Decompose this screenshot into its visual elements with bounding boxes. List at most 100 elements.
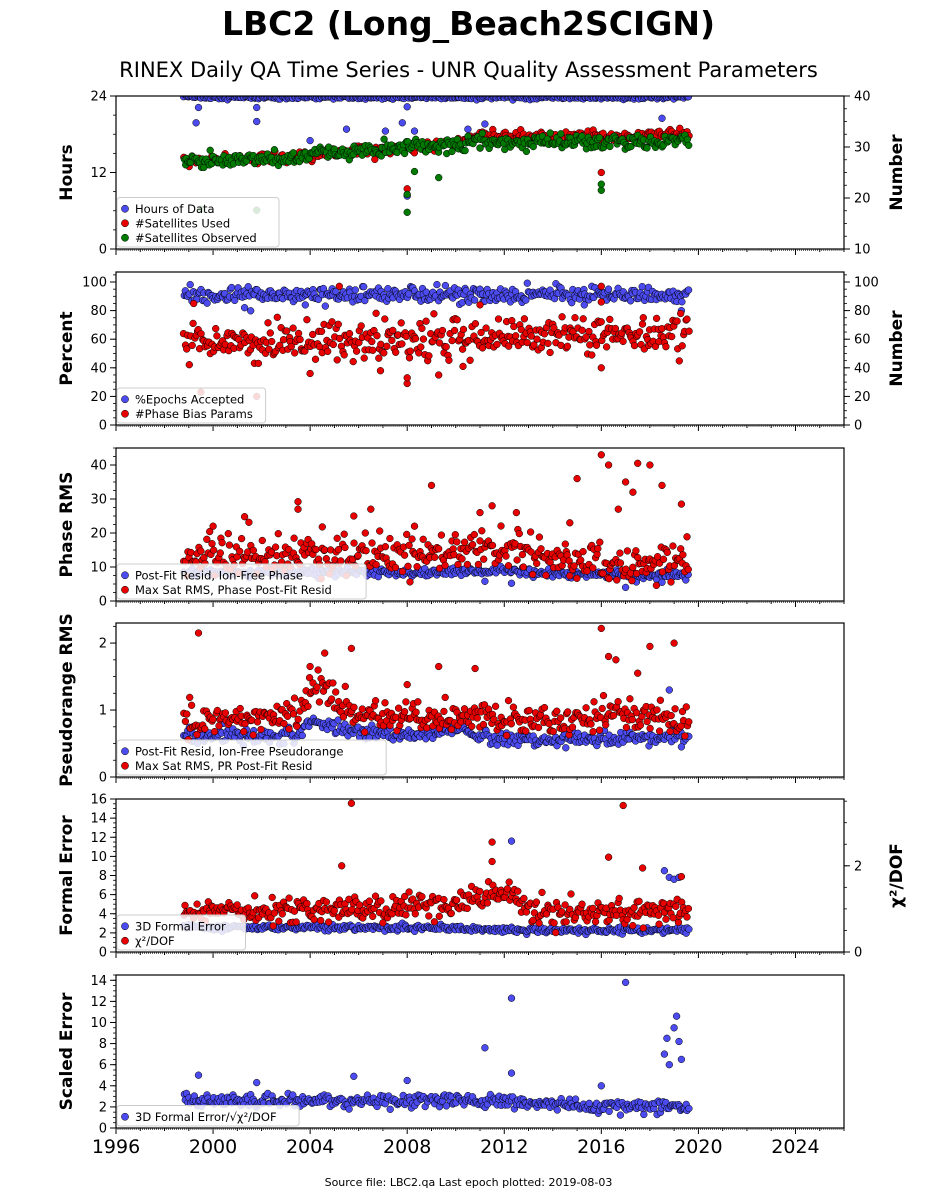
y-axis-label: Percent <box>57 311 77 385</box>
outlier-point <box>604 652 613 661</box>
data-point <box>643 717 651 726</box>
legend-box <box>116 387 267 424</box>
data-point <box>561 540 569 548</box>
legend-label: Hours of Data <box>135 202 215 216</box>
data-point <box>240 727 248 736</box>
outlier-point <box>403 190 411 199</box>
outlier-point <box>240 513 249 521</box>
data-point <box>683 315 691 323</box>
data-point <box>406 578 414 586</box>
data-point <box>425 352 433 360</box>
data-point <box>257 725 265 734</box>
data-point <box>442 343 450 351</box>
data-point <box>438 326 447 335</box>
data-point <box>493 741 501 749</box>
legend-box <box>116 197 280 248</box>
data-point <box>482 324 490 332</box>
data-point <box>656 696 665 704</box>
data-point <box>254 359 263 368</box>
data-point <box>679 551 687 559</box>
data-point <box>315 698 324 706</box>
data-point <box>630 341 639 350</box>
data-point <box>613 576 621 584</box>
data-point <box>652 581 661 590</box>
data-point <box>466 356 474 364</box>
data-point <box>419 335 428 343</box>
data-point <box>405 290 413 298</box>
data-point <box>227 283 236 292</box>
outlier-point <box>342 125 351 133</box>
data-point <box>678 298 686 306</box>
data-point <box>404 562 412 570</box>
outlier-point <box>476 144 484 152</box>
outlier-point <box>435 371 443 379</box>
data-point <box>646 724 654 733</box>
data-point <box>471 320 480 328</box>
data-point <box>335 334 344 343</box>
data-point <box>216 549 224 557</box>
data-point <box>628 577 636 585</box>
data-point <box>289 149 297 157</box>
data-point <box>274 530 282 538</box>
data-point <box>533 559 541 568</box>
outlier-point <box>597 298 605 306</box>
y-tick-label: 30 <box>90 493 107 508</box>
data-point <box>405 541 413 549</box>
data-point <box>540 330 549 338</box>
y-axis-left: 0 10 20 30 40 Phase RMS <box>57 447 116 610</box>
data-point <box>381 315 389 323</box>
y2-tick-label: 40 <box>854 361 871 376</box>
data-point <box>350 703 358 711</box>
outlier-point <box>403 374 411 382</box>
data-point <box>406 347 414 355</box>
data-point <box>249 731 257 739</box>
data-point <box>681 732 689 740</box>
outlier-point <box>597 364 605 372</box>
outlier-point <box>403 103 411 111</box>
data-point <box>629 563 637 571</box>
data-point <box>577 556 585 564</box>
legend-marker <box>121 204 129 213</box>
outlier-point <box>597 168 605 177</box>
data-point <box>509 703 518 711</box>
data-point <box>592 341 601 349</box>
y2-tick-label: 60 <box>854 333 871 348</box>
data-point <box>422 317 430 325</box>
data-point <box>345 329 354 338</box>
y-tick-label: 0 <box>99 419 107 434</box>
y2-tick-label: 0 <box>854 419 862 434</box>
data-point <box>312 545 320 554</box>
data-point <box>477 328 485 337</box>
data-point <box>678 342 686 350</box>
data-point <box>419 535 427 543</box>
y-axis-right: 10 20 30 40 Number <box>844 90 907 258</box>
y-tick-label: 0 <box>99 595 107 610</box>
data-point <box>358 705 366 713</box>
data-point <box>333 534 341 542</box>
data-point <box>507 720 515 728</box>
data-point <box>622 723 631 732</box>
data-point <box>435 339 444 347</box>
data-point <box>350 539 358 547</box>
data-point <box>210 727 219 736</box>
legend-label: #Satellites Used <box>135 216 230 230</box>
y-tick-label: 100 <box>82 276 107 291</box>
outlier-point <box>464 125 472 133</box>
data-point <box>602 721 610 729</box>
data-point <box>502 552 510 560</box>
data-point <box>352 347 361 355</box>
legend-marker <box>121 571 129 580</box>
data-point <box>504 562 513 570</box>
outlier-point <box>677 500 686 508</box>
data-point <box>611 324 620 333</box>
data-point <box>659 555 668 563</box>
data-point <box>599 691 608 700</box>
data-point <box>628 715 636 724</box>
data-point <box>372 309 380 317</box>
data-point <box>529 142 537 151</box>
data-point <box>460 538 469 546</box>
data-point <box>463 560 472 569</box>
outlier-point <box>398 119 406 127</box>
